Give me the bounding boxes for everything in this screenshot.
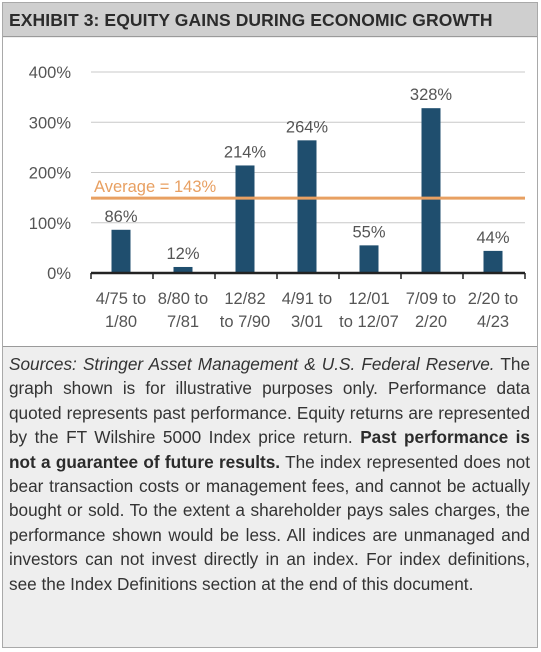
x-tick-label: 12/01 [348,290,389,308]
data-label: 264% [286,118,329,136]
x-tick-label: 2/20 [415,313,447,331]
average-line-group: Average = 143% [91,178,525,200]
chart-area: 0% 100% 200% 300% 400% 86% 12% 214% 264% 55% 328%… [3,38,537,346]
average-label: Average = 143% [94,178,216,196]
y-tick-label: 200% [29,165,72,183]
y-tick-label: 300% [29,114,72,132]
disclaimer-bold: Past performance is not a guarantee of f… [9,427,530,472]
x-axis: 4/75 to 1/80 8/80 to 7/81 12/82 to 7/90 4/91 t… [90,271,526,331]
footnote: Sources: Stringer Asset Management & U.S… [3,347,537,647]
x-tick-label: 8/80 to [158,290,208,308]
divider [3,346,537,347]
x-tick-label: 3/01 [291,313,323,331]
bars [111,108,503,274]
bar [421,108,441,274]
bar [359,245,379,273]
y-tick-label: 0% [47,265,71,283]
bar [111,229,131,273]
data-label: 12% [166,245,199,263]
exhibit-title: EXHIBIT 3: EQUITY GAINS DURING ECONOMIC … [3,3,537,37]
x-tick-label: 7/81 [167,313,199,331]
x-tick-label: 4/75 to [96,290,146,308]
bar-chart: 0% 100% 200% 300% 400% 86% 12% 214% 264% 55% 328%… [29,64,526,331]
data-label: 214% [224,143,267,161]
x-tick-label: 1/80 [105,313,137,331]
data-label: 44% [476,229,509,247]
notes-text-1: The graph shown is for illustrative purp… [9,354,531,448]
bar [483,250,503,273]
y-tick-label: 100% [29,215,72,233]
sources-text: Sources: Stringer Asset Management & U.S… [9,354,495,374]
data-label: 328% [410,86,453,104]
bar [235,165,255,273]
y-axis-ticks: 0% 100% 200% 300% 400% [29,64,72,283]
bar [173,266,193,273]
data-labels: 86% 12% 214% 264% 55% 328% 44% [104,86,509,263]
data-label: 55% [352,223,385,241]
x-tick-label: 2/20 to [468,290,518,308]
data-label: 86% [104,208,137,226]
x-tick-label: 4/23 [477,313,509,331]
x-tick-label: to 7/90 [220,313,270,331]
y-tick-label: 400% [29,64,72,82]
x-tick-label: 12/82 [224,290,265,308]
x-tick-label: 4/91 to [282,290,332,308]
bar [297,140,317,273]
x-tick-label: to 12/07 [339,313,399,331]
x-tick-label: 7/09 to [406,290,456,308]
notes-text-2: The index represented does not bear tran… [9,451,530,594]
